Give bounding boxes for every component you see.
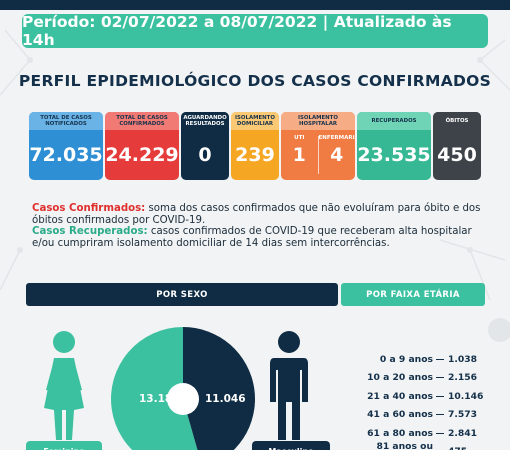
age-group-value: 2.841 bbox=[448, 427, 478, 439]
card-label: ISOLAMENTO DOMICILIAR bbox=[231, 112, 279, 130]
donut-label-feminino: 13.183 bbox=[139, 393, 180, 405]
definition-title: Casos Confirmados: bbox=[32, 203, 146, 214]
definition-body: casos confirmados de COVID-19 que recebe… bbox=[32, 226, 472, 249]
card-confirmados: TOTAL DE CASOS CONFIRMADOS 24.229 bbox=[105, 112, 179, 180]
age-group-label: 0 a 9 anos bbox=[379, 353, 433, 365]
card-value: 72.035 bbox=[29, 144, 103, 166]
age-group-label: 81 anos ou mais bbox=[376, 440, 433, 450]
age-group-dash bbox=[436, 377, 444, 379]
enfermaria-label: ENFERMARIA bbox=[318, 135, 356, 141]
sex-donut-chart: 13.183 11.046 bbox=[111, 327, 255, 450]
age-group-label: 21 a 40 anos bbox=[367, 390, 433, 402]
card-label: TOTAL DE CASOS NOTIFICADOS bbox=[29, 112, 103, 130]
age-group-row: 21 a 40 anos 10.146 bbox=[352, 387, 502, 406]
age-group-row: 61 a 80 anos 2.841 bbox=[352, 424, 502, 443]
masculino-label: Masculino bbox=[252, 441, 330, 450]
age-group-dash bbox=[436, 414, 444, 416]
card-value: 24.229 bbox=[105, 144, 179, 166]
definition-confirmados: Casos Confirmados: soma dos casos confir… bbox=[32, 203, 492, 226]
feminino-label: Feminino bbox=[26, 441, 102, 450]
male-figure-icon bbox=[270, 331, 308, 440]
age-group-row: 41 a 60 anos 7.573 bbox=[352, 406, 502, 425]
card-recuperados: RECUPERADOS 23.535 bbox=[357, 112, 431, 180]
card-label: ISOLAMENTO HOSPITALAR bbox=[281, 112, 355, 130]
tab-por-sexo[interactable]: POR SEXO bbox=[26, 283, 338, 306]
donut-label-masculino: 11.046 bbox=[205, 393, 246, 405]
period-banner: Período: 02/07/2022 a 08/07/2022 | Atual… bbox=[22, 13, 488, 49]
card-notificados: TOTAL DE CASOS NOTIFICADOS 72.035 bbox=[29, 112, 103, 180]
definition-title: Casos Recuperados: bbox=[32, 226, 148, 238]
donut-slice-feminino bbox=[111, 327, 198, 450]
age-group-value: 1.038 bbox=[448, 353, 478, 365]
age-group-list: 0 a 9 anos 1.038 10 a 20 anos 2.156 21 a 40 … bbox=[352, 350, 502, 450]
card-label: ÓBITOS bbox=[433, 112, 481, 130]
card-value: 239 bbox=[235, 144, 275, 166]
uti-section: UTI 1 bbox=[281, 130, 318, 180]
donut-slice-masculino bbox=[183, 327, 255, 450]
enfermaria-value: 4 bbox=[330, 144, 344, 166]
card-label: AGUARDANDO RESULTADOS bbox=[181, 112, 229, 130]
card-value: 0 bbox=[198, 144, 212, 166]
definition-body: soma dos casos confirmados que não evolu… bbox=[32, 203, 481, 226]
divider bbox=[317, 136, 319, 174]
card-label: TOTAL DE CASOS CONFIRMADOS bbox=[105, 112, 179, 130]
uti-label: UTI bbox=[294, 135, 305, 141]
page-title: PERFIL EPIDEMIOLÓGICO DOS CASOS CONFIRMA… bbox=[18, 72, 492, 90]
age-group-value: 475 bbox=[444, 446, 467, 450]
enfermaria-section: ENFERMARIA 4 bbox=[319, 130, 356, 180]
card-isolamento-domiciliar: ISOLAMENTO DOMICILIAR 239 bbox=[231, 112, 279, 180]
donut-hole bbox=[167, 383, 199, 415]
age-group-dash bbox=[436, 358, 444, 360]
card-obitos: ÓBITOS 450 bbox=[433, 112, 481, 180]
age-group-label: 10 a 20 anos bbox=[367, 372, 433, 384]
age-group-row: 81 anos ou mais 475 bbox=[352, 440, 502, 450]
age-group-value: 2.156 bbox=[448, 372, 478, 384]
card-value: 23.535 bbox=[357, 144, 431, 166]
card-value: 450 bbox=[437, 144, 477, 166]
tab-por-faixa-etaria[interactable]: POR FAIXA ETÁRIA bbox=[341, 283, 485, 306]
age-group-label: 61 a 80 anos bbox=[367, 427, 433, 439]
card-isolamento-hospitalar: ISOLAMENTO HOSPITALAR UTI 1 ENFERMARIA 4 bbox=[281, 112, 355, 180]
uti-value: 1 bbox=[292, 144, 306, 166]
period-text: Período: 02/07/2022 a 08/07/2022 | Atual… bbox=[22, 13, 452, 49]
age-group-dash bbox=[436, 432, 444, 434]
age-group-dash bbox=[436, 395, 444, 397]
definition-recuperados: Casos Recuperados: casos confirmados de … bbox=[32, 226, 492, 249]
age-group-row: 0 a 9 anos 1.038 bbox=[352, 350, 502, 369]
age-group-value: 10.146 bbox=[448, 390, 484, 402]
card-label: RECUPERADOS bbox=[357, 112, 431, 130]
age-group-value: 7.573 bbox=[448, 409, 478, 421]
definitions-text: Casos Confirmados: soma dos casos confir… bbox=[32, 203, 492, 249]
age-group-label: 41 a 60 anos bbox=[367, 409, 433, 421]
card-aguardando: AGUARDANDO RESULTADOS 0 bbox=[181, 112, 229, 180]
top-bar bbox=[0, 0, 510, 10]
female-figure-icon bbox=[44, 331, 84, 440]
age-group-row: 10 a 20 anos 2.156 bbox=[352, 369, 502, 388]
